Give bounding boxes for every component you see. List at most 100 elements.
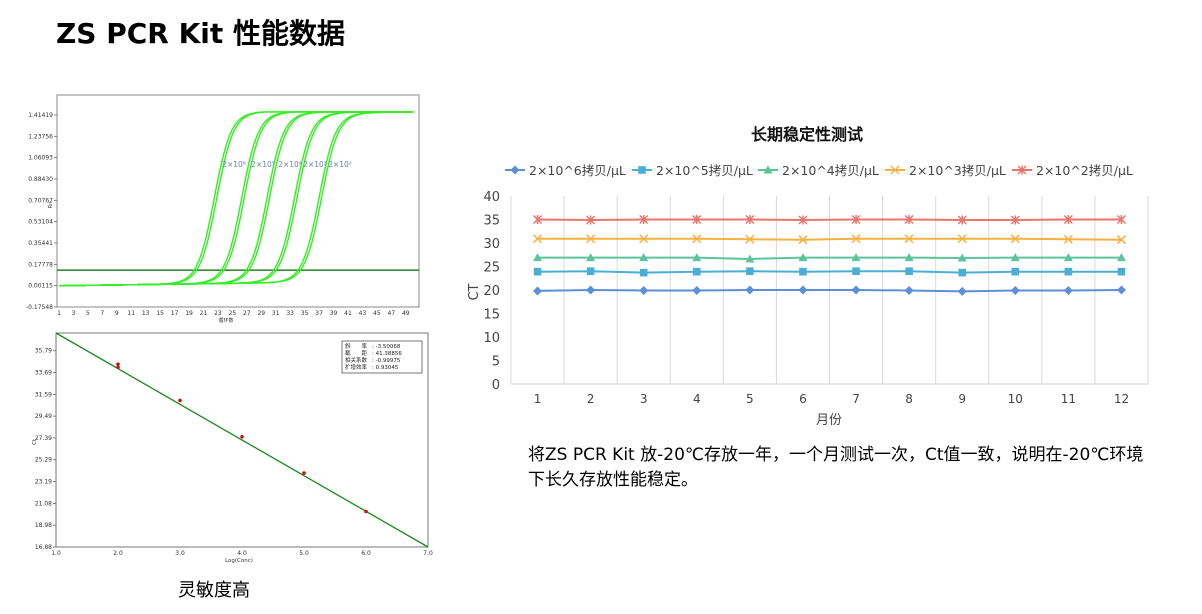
stability-y-axis-label: CT — [467, 283, 482, 300]
amp-x-tick-label: 17 — [171, 310, 179, 317]
stability-data-point — [533, 286, 543, 296]
std-stat-label: 相关系数 — [345, 356, 368, 364]
stability-data-point — [904, 214, 914, 225]
stability-y-tick-label: 5 — [492, 355, 500, 370]
stability-data-point — [1116, 253, 1126, 262]
amp-y-tick-label: 0.53104 — [28, 219, 53, 226]
stability-data-point — [1063, 253, 1073, 262]
stability-data-point — [692, 267, 701, 276]
stability-data-point — [1010, 253, 1020, 262]
stability-data-point — [586, 253, 596, 262]
stability-data-point — [1063, 234, 1073, 244]
amp-y-tick-label: 0.00115 — [28, 283, 53, 290]
stability-data-point — [851, 234, 861, 244]
stability-data-point — [957, 234, 967, 244]
std-y-tick-label: 35.79 — [35, 348, 52, 355]
amp-x-tick-label: 13 — [142, 310, 150, 317]
std-data-point — [116, 362, 120, 366]
amp-y-axis-label: Rn — [48, 202, 54, 209]
stability-legend-label: 2×10^3拷贝/μL — [909, 163, 1006, 178]
stability-data-point — [1117, 267, 1126, 276]
amp-x-tick-label: 11 — [127, 310, 135, 317]
stability-legend-marker — [890, 165, 900, 175]
stability-x-tick-label: 2 — [587, 392, 595, 406]
stability-data-point — [852, 267, 860, 275]
stability-y-tick-label: 25 — [483, 261, 500, 276]
stability-data-point — [1116, 285, 1126, 295]
stability-data-point — [639, 268, 648, 277]
stability-data-point — [904, 234, 914, 244]
stability-data-point — [798, 215, 808, 225]
std-y-tick-label: 25.29 — [35, 457, 52, 464]
std-data-point — [240, 434, 244, 439]
amp-x-tick-label: 25 — [229, 310, 237, 317]
stability-x-tick-label: 3 — [640, 392, 648, 406]
amp-x-tick-label: 7 — [100, 310, 104, 317]
amp-x-tick-label: 29 — [257, 310, 265, 317]
std-x-tick-label: 3.0 — [175, 550, 185, 557]
stability-y-tick-label: 30 — [483, 237, 500, 252]
std-x-tick-label: 4.0 — [237, 550, 247, 557]
stability-data-point — [533, 214, 543, 225]
stability-y-tick-label: 10 — [483, 331, 500, 346]
amp-curve-label: 2×10⁴ — [278, 160, 302, 169]
stability-data-point — [851, 285, 861, 295]
stability-data-point — [1116, 235, 1126, 245]
stability-data-point — [639, 234, 649, 244]
amp-x-tick-label: 3 — [72, 310, 76, 317]
std-stat-value: : 0.93045 — [372, 365, 399, 371]
stability-x-tick-label: 6 — [799, 392, 807, 406]
stability-legend-marker — [763, 165, 773, 174]
stability-x-axis-label: 月份 — [816, 413, 842, 428]
stability-legend-label: 2×10^2拷贝/μL — [1036, 163, 1133, 178]
amp-x-tick-label: 31 — [272, 310, 280, 317]
stability-data-point — [745, 214, 755, 225]
stability-data-point — [745, 254, 755, 263]
stability-legend-marker — [638, 166, 646, 174]
amp-x-tick-label: 49 — [402, 310, 410, 317]
stability-data-point — [957, 215, 967, 225]
stability-legend-label: 2×10^4拷贝/μL — [782, 163, 879, 178]
stability-x-tick-label: 11 — [1061, 392, 1076, 406]
stability-data-point — [1116, 214, 1126, 225]
std-y-tick-label: 29.49 — [35, 413, 52, 420]
stability-x-tick-label: 12 — [1114, 392, 1129, 406]
std-data-point — [178, 398, 182, 403]
stability-title: 长期稳定性测试 — [751, 125, 863, 144]
stability-data-point — [904, 285, 914, 295]
std-data-point — [364, 509, 368, 514]
std-stat-label: 截 距 — [345, 349, 368, 357]
stability-data-point — [639, 214, 649, 225]
stability-data-point — [958, 268, 967, 277]
amp-x-tick-label: 19 — [185, 310, 193, 317]
stability-data-point — [692, 285, 702, 295]
stability-legend-marker — [1017, 165, 1027, 175]
amp-y-tick-label: -0.17548 — [26, 304, 53, 311]
std-y-tick-label: 18.98 — [35, 522, 52, 529]
stability-x-tick-label: 8 — [905, 392, 913, 406]
stability-data-point — [1063, 214, 1073, 225]
std-x-tick-label: 2.0 — [113, 550, 123, 557]
amp-x-tick-label: 37 — [315, 310, 323, 317]
stability-data-point — [533, 267, 542, 276]
std-y-tick-label: 31.59 — [35, 391, 52, 398]
stability-data-point — [851, 214, 861, 225]
stability-data-point — [905, 267, 913, 275]
stability-series-line — [537, 288, 1122, 293]
amp-x-tick-label: 33 — [286, 310, 294, 317]
amp-curve-label: 2×10⁵ — [251, 160, 275, 169]
amp-curve-label: 2×10⁶ — [222, 160, 246, 169]
amp-y-tick-label: 1.06093 — [28, 155, 53, 162]
stability-data-point — [1010, 234, 1020, 244]
amp-x-tick-label: 27 — [243, 310, 251, 317]
stability-x-tick-label: 1 — [534, 392, 542, 406]
std-x-axis-label: Log(Conc) — [225, 558, 253, 564]
amp-x-tick-label: 45 — [373, 310, 381, 317]
amp-x-tick-label: 21 — [200, 310, 208, 317]
stability-data-point — [798, 253, 808, 262]
std-stat-label: 扩增效率 — [345, 363, 368, 371]
std-data-point — [116, 365, 120, 370]
stability-data-point — [746, 267, 754, 275]
stability-data-point — [533, 253, 543, 262]
